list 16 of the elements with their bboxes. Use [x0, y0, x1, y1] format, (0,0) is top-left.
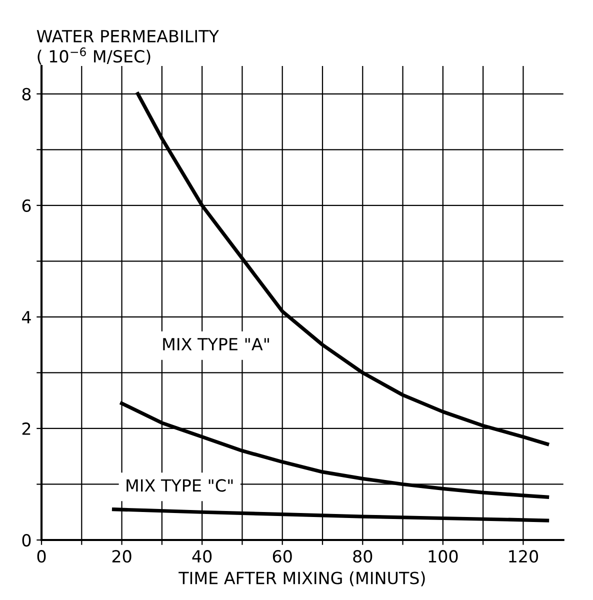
x-tick-label: 0 — [37, 550, 46, 563]
y-tick-label: 6 — [22, 199, 31, 212]
x-tick-label: 120 — [509, 550, 538, 563]
y-tick-label: 2 — [22, 422, 30, 435]
x-tick-label: 100 — [428, 550, 458, 563]
y-tick-label: 8 — [22, 88, 31, 100]
y-tick-label: 0 — [22, 534, 31, 547]
x-tick-label: 20 — [112, 550, 132, 563]
annotation: MIX TYPE "A" — [163, 338, 269, 350]
y-axis-title: WATER PERMEABILITY ( 10$^{−6}$ M/SEC) — [36, 30, 219, 65]
x-tick-label: 40 — [192, 550, 212, 563]
y-tick-label: 4 — [22, 311, 31, 324]
annotation: MIX TYPE "C" — [126, 479, 233, 492]
x-tick-label: 60 — [272, 550, 292, 563]
x-axis-title: TIME AFTER MIXING (MINUTS) — [178, 571, 425, 586]
x-tick-label: 80 — [353, 550, 372, 563]
